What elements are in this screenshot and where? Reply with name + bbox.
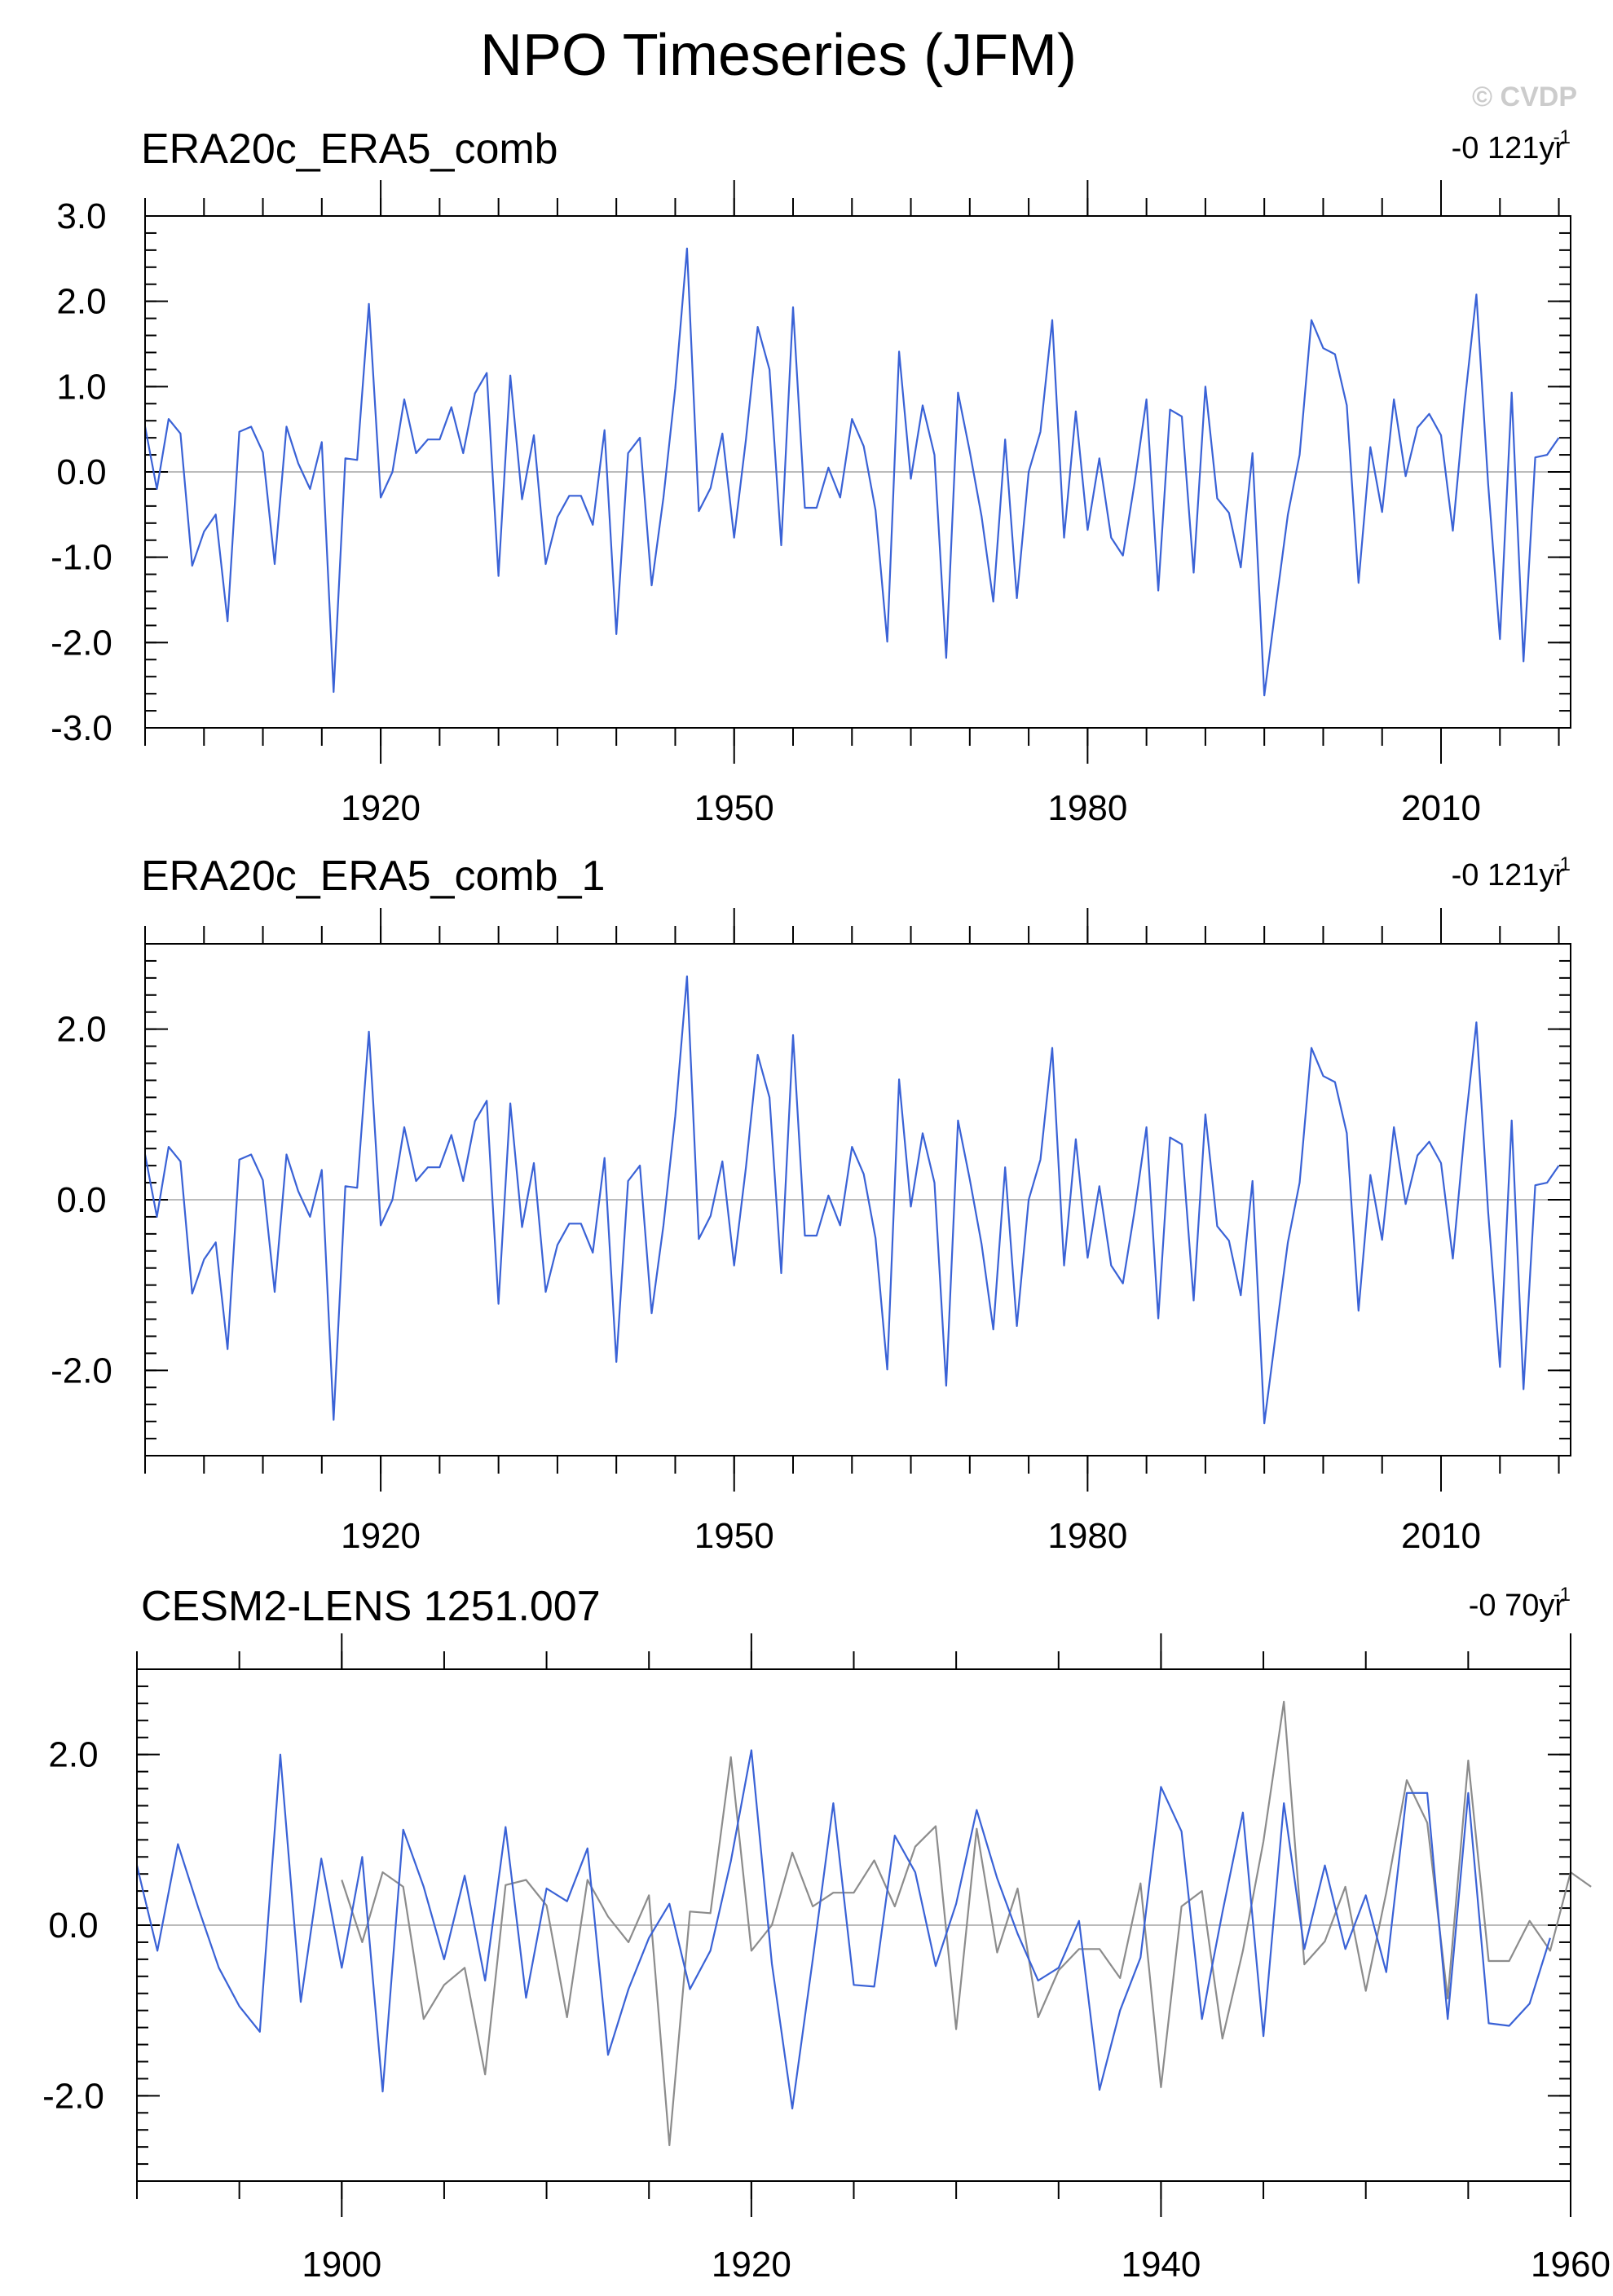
x-tick-label: 1950 — [694, 1516, 774, 1556]
cvdp-watermark: © CVDP — [1472, 82, 1577, 112]
panel-3: CESM2-LENS 1251.007 -0 70yr-1 -2.0 0.0 2.0 19… — [42, 1583, 1611, 2285]
x-tick-label: 1980 — [1047, 788, 1127, 828]
x-tick-label: 1920 — [341, 1516, 421, 1556]
x-tick-label: 1960 — [1531, 2245, 1611, 2285]
x-tick-label: 1920 — [341, 788, 421, 828]
panel-title: ERA20c_ERA5_comb — [141, 126, 558, 173]
series-line-model — [341, 1700, 1592, 2147]
y-tick-label: -2.0 — [42, 2076, 104, 2116]
panel-title: ERA20c_ERA5_comb_1 — [141, 853, 605, 900]
y-tick-label: -2.0 — [51, 1351, 112, 1390]
y-tick-label: 2.0 — [56, 282, 106, 322]
panel-title: CESM2-LENS 1251.007 — [141, 1583, 601, 1630]
x-tick-label: 1940 — [1121, 2245, 1201, 2285]
panel-1: ERA20c_ERA5_comb -0 121yr-1 -3.0 -2.0 -1.0 0.… — [51, 126, 1571, 828]
series-line-obs — [143, 975, 1560, 1425]
y-tick-label: 0.0 — [56, 452, 106, 492]
trend-exponent: -1 — [1554, 126, 1571, 148]
panels: ERA20c_ERA5_comb -0 121yr-1-3.0-2.0-1.00.… — [42, 126, 1611, 2285]
plot-frame — [144, 943, 1571, 1456]
y-tick-label: -3.0 — [51, 708, 112, 748]
y-tick-label: 2.0 — [56, 1010, 106, 1050]
trend-label: -0 121yr — [1452, 131, 1566, 165]
figure-title: NPO Timeseries (JFM) — [480, 23, 1077, 88]
y-tick-label: -2.0 — [51, 623, 112, 663]
y-tick-label: 1.0 — [56, 367, 106, 407]
x-tick-label: 2010 — [1401, 1516, 1481, 1556]
y-tick-label: 3.0 — [56, 196, 106, 236]
series-line-obs — [143, 247, 1560, 697]
trend-exponent: -1 — [1554, 1584, 1571, 1606]
series-line-obs — [135, 1749, 1551, 2110]
trend-exponent: -1 — [1554, 853, 1571, 875]
y-tick-label: 0.0 — [56, 1180, 106, 1220]
x-tick-label: 1980 — [1047, 1516, 1127, 1556]
trend-label: -0 70yr — [1469, 1589, 1566, 1623]
y-tick-label: 2.0 — [48, 1735, 98, 1775]
x-tick-label: 1920 — [712, 2245, 791, 2285]
x-tick-label: 1900 — [302, 2245, 381, 2285]
y-tick-label: -1.0 — [51, 538, 112, 578]
trend-label: -0 121yr — [1452, 858, 1566, 892]
y-tick-label: 0.0 — [48, 1906, 98, 1946]
x-tick-label: 1950 — [694, 788, 774, 828]
plot-frame — [136, 1668, 1571, 2182]
plot-frame — [144, 215, 1571, 729]
x-tick-label: 2010 — [1401, 788, 1481, 828]
panel-2: ERA20c_ERA5_comb_1 -0 121yr-1 -2.0 0.0 2.0 19… — [51, 853, 1571, 1556]
